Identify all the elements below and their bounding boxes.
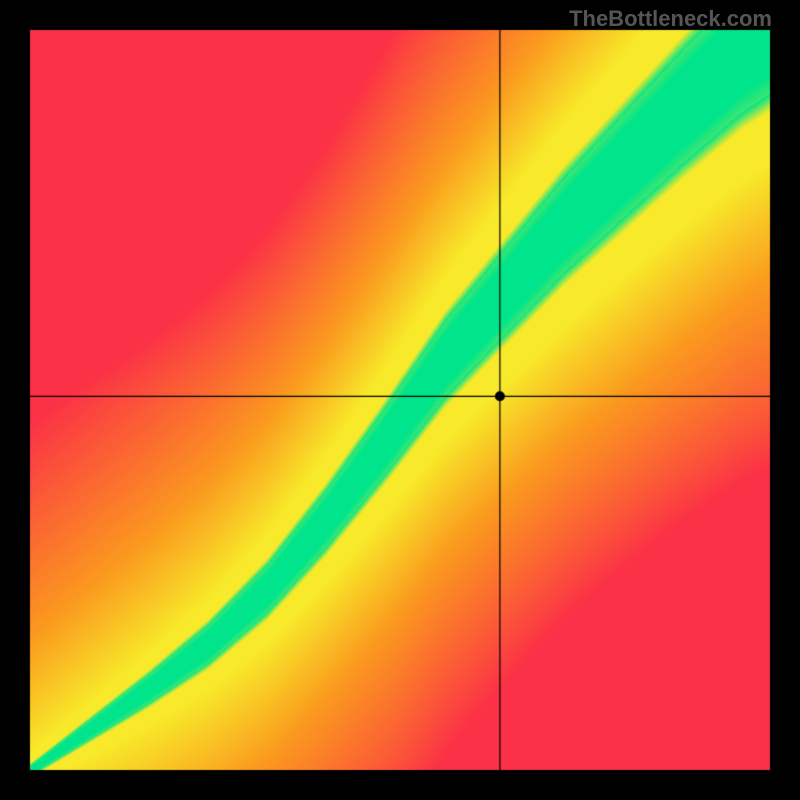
watermark-label: TheBottleneck.com [569,6,772,32]
heatmap-canvas [0,0,800,800]
chart-container: TheBottleneck.com [0,0,800,800]
